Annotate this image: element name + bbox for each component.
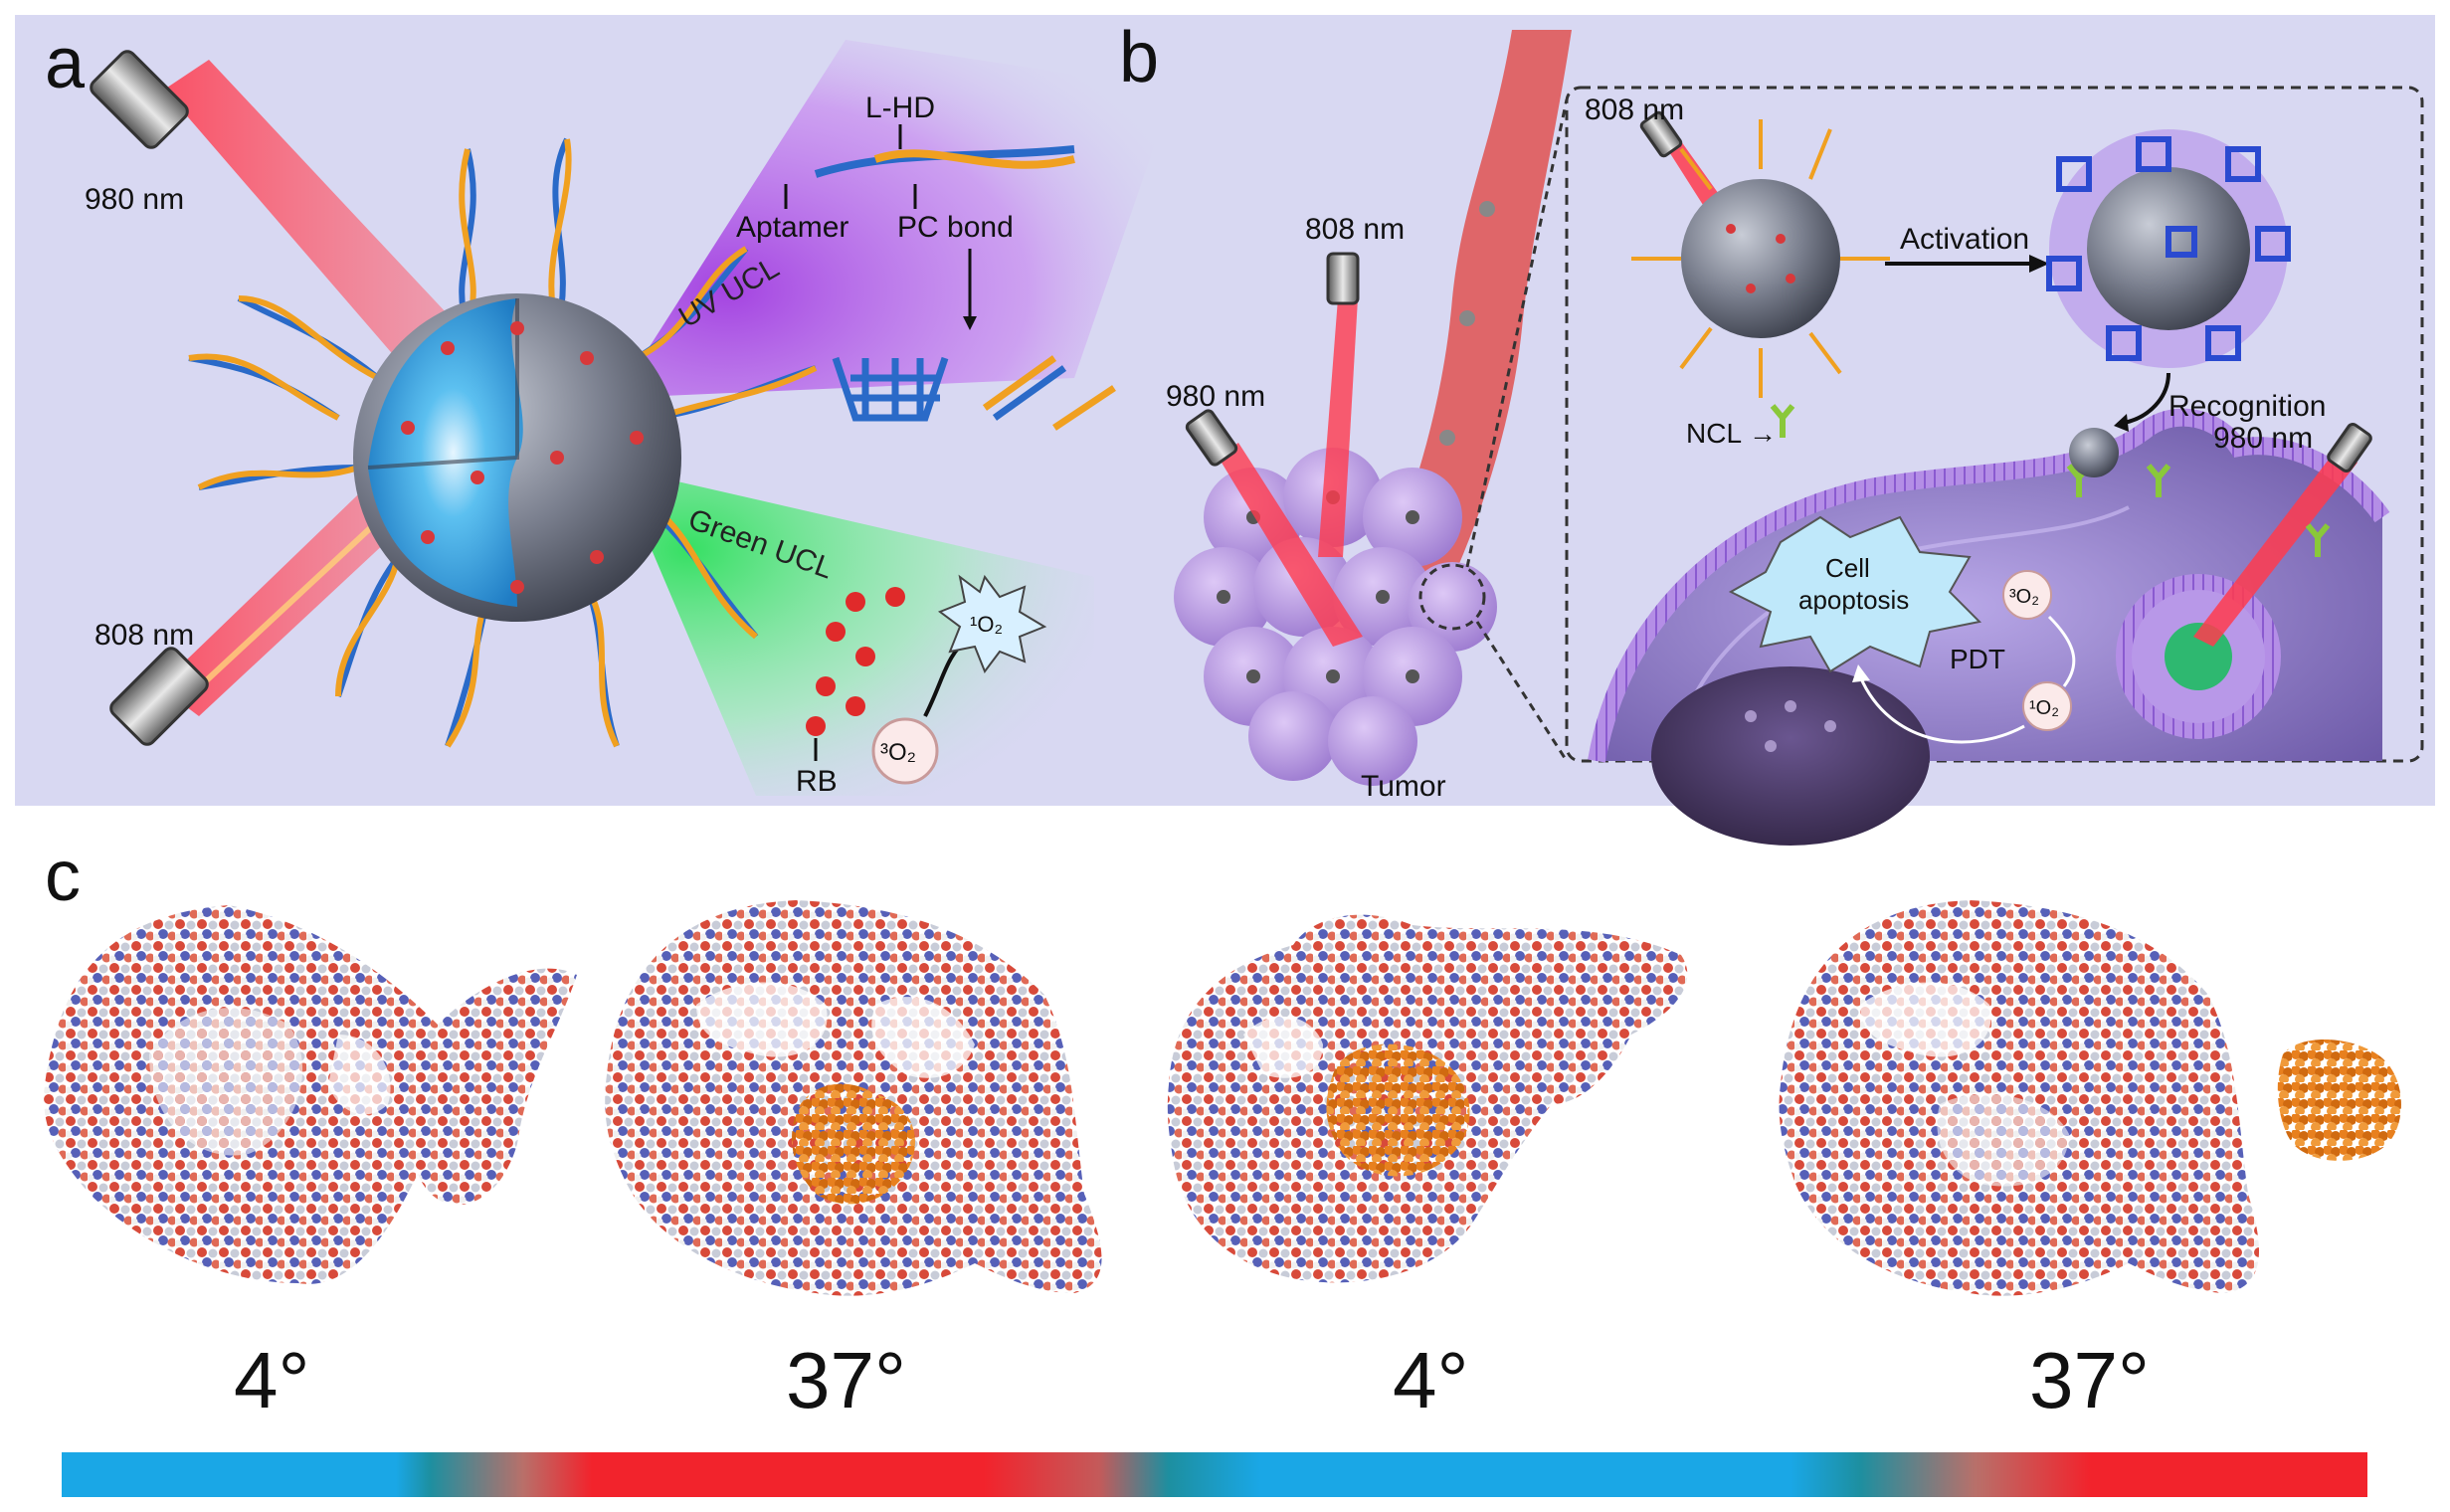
panel-c: c 4° 37° 4° 37° xyxy=(44,837,2401,1497)
label-808nm-a: 808 nm xyxy=(94,619,194,652)
laser-808-b-icon xyxy=(1326,252,1360,305)
panel-a-letter: a xyxy=(45,24,86,103)
label-980nm-b: 980 nm xyxy=(1166,380,1265,413)
label-apoptosis: apoptosis xyxy=(1798,585,1909,615)
label-980nm-inset: 980 nm xyxy=(2213,422,2313,455)
rose-bengal-dots xyxy=(806,587,905,736)
beam-980-inset xyxy=(2193,448,2357,647)
temp-label-2: 37° xyxy=(786,1336,906,1424)
singlet-oxygen-b-icon xyxy=(2022,681,2072,731)
temp-label-4: 37° xyxy=(2029,1336,2150,1424)
label-lhd: L-HD xyxy=(865,92,935,124)
temp-label-3: 4° xyxy=(1393,1336,1468,1424)
zoom-circle xyxy=(1418,563,1486,631)
label-cell: Cell xyxy=(1825,553,1870,583)
apoptosis-burst xyxy=(1728,515,1982,673)
green-ucl-glow xyxy=(617,468,1094,796)
nanoparticle-activated xyxy=(2046,129,2291,368)
cargo-3 xyxy=(1326,1043,1470,1177)
dna-structure-4 xyxy=(1779,900,2401,1296)
panel-b: b 808 nm 9 xyxy=(1119,18,2424,846)
label-980nm-a: 980 nm xyxy=(85,183,184,216)
label-singlet-o2-a: ¹O₂ xyxy=(970,612,1003,637)
recognition-arrow xyxy=(2123,372,2170,425)
label-pc-bond: PC bond xyxy=(897,211,1014,244)
label-activation: Activation xyxy=(1900,223,2029,256)
beam-808-b xyxy=(1318,298,1358,557)
nanoparticle-a xyxy=(353,293,681,622)
singlet-oxygen-burst xyxy=(937,574,1047,674)
ncl-arrow: → xyxy=(1749,418,1777,449)
g-quadruplex-icon xyxy=(832,356,949,422)
laser-980-b-icon xyxy=(1185,409,1238,467)
label-tumor: Tumor xyxy=(1361,770,1446,803)
cargo-4 xyxy=(2277,1040,2401,1161)
triplet-oxygen-b-icon xyxy=(2002,570,2052,620)
label-808nm-inset: 808 nm xyxy=(1585,94,1684,126)
panel-a: a 980 nm 808 nm xyxy=(45,24,1174,798)
dna-structure-3 xyxy=(1167,914,1688,1283)
blood-vessel xyxy=(1353,30,1572,657)
label-recognition: Recognition xyxy=(2168,390,2326,423)
label-aptamer: Aptamer xyxy=(736,211,848,244)
dna-structure-1 xyxy=(44,905,577,1284)
label-triplet-o2-b: ³O₂ xyxy=(2009,586,2039,608)
label-ncl: NCL xyxy=(1686,418,1742,449)
nanoparticle-binding xyxy=(2069,428,2119,477)
pdt-arrow xyxy=(1858,675,2025,744)
panel-c-letter: c xyxy=(45,837,81,916)
dna-structure-2 xyxy=(605,900,1102,1296)
triplet-oxygen-icon xyxy=(871,717,939,785)
label-rb: RB xyxy=(796,765,838,798)
label-triplet-o2-a: ³O₂ xyxy=(880,739,916,766)
panel-b-letter: b xyxy=(1119,18,1159,97)
label-pdt: PDT xyxy=(1950,644,2005,674)
nucleus xyxy=(1651,666,1930,846)
ncl-receptors xyxy=(1770,404,2331,557)
label-singlet-o2-b: ¹O₂ xyxy=(2029,697,2059,719)
label-808nm-b: 808 nm xyxy=(1305,213,1405,246)
laser-980-inset-icon xyxy=(2327,422,2372,473)
laser-808-icon xyxy=(109,647,209,746)
dna-fragments-icon xyxy=(982,355,1116,431)
cargo-2 xyxy=(792,1083,915,1205)
uv-ucl-glow xyxy=(617,40,1174,398)
temperature-color-bar xyxy=(62,1452,2367,1497)
temp-label-1: 4° xyxy=(234,1336,309,1424)
beam-980-b xyxy=(1219,443,1363,647)
nanoparticle-inactive xyxy=(1631,119,1890,398)
laser-808-inset-icon xyxy=(1639,110,1683,158)
laser-980-icon xyxy=(90,50,189,149)
